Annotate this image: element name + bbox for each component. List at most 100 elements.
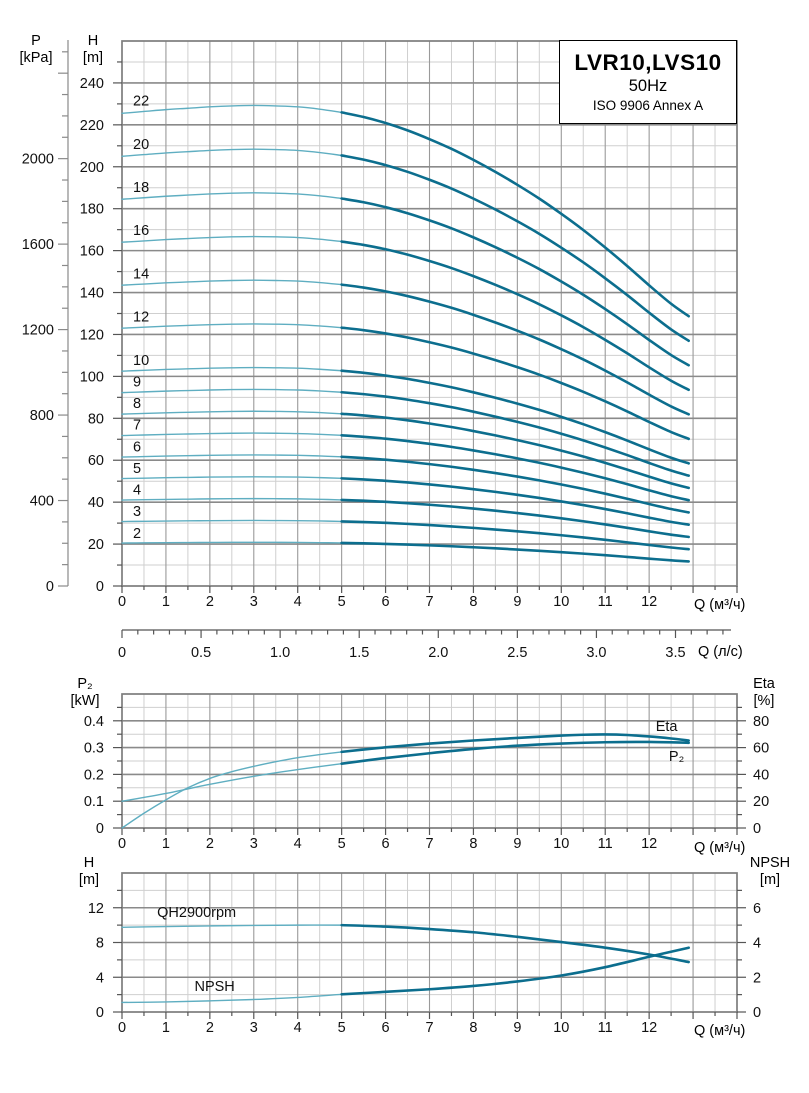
series-label: QH2900rpm [157, 905, 236, 921]
stage-curve-12: 12 [121, 310, 690, 441]
curve-bold-segment [340, 369, 690, 465]
p-axis-tick-label: 800 [30, 408, 54, 424]
x-tick-label: 5 [338, 594, 346, 610]
x-tick-label: 2 [206, 594, 214, 610]
x-tick-label: 7 [425, 1020, 433, 1036]
x-tick-label: 3 [250, 836, 258, 852]
p-axis-tick-label: 0 [46, 579, 54, 595]
h-axis-tick-label: 180 [80, 202, 104, 218]
power-x-axis-unit: Q (м³/ч) [694, 840, 746, 856]
x-tick-label: 12 [641, 594, 657, 610]
left-axis-tick-label: 0.2 [84, 767, 104, 783]
curve-bold-segment [340, 154, 690, 343]
x-tick-label: 3 [250, 1020, 258, 1036]
curve-bold-segment [340, 283, 690, 416]
x-tick-label: 1 [162, 1020, 170, 1036]
curve-thin-segment [121, 323, 343, 329]
pressure-axis-unit: [kPa] [19, 50, 53, 66]
right-axis-tick-label: 20 [753, 794, 769, 810]
p-axis-tick-label: 400 [30, 494, 54, 510]
x-tick-label: 2 [206, 1020, 214, 1036]
pump-model-title: LVR10,LVS10 [574, 50, 722, 75]
curve-thin-segment [121, 432, 343, 437]
curve-thin-segment [121, 541, 343, 544]
x-tick-label: 3 [250, 594, 258, 610]
npsh-axis-symbol: NPSH [749, 855, 791, 871]
stage-curve-label: 4 [133, 483, 141, 499]
series-p2: P₂ [121, 740, 690, 802]
x-tick-label: 5 [338, 836, 346, 852]
p-axis-tick-label: 1200 [22, 323, 54, 339]
right-axis-tick-label: 6 [753, 901, 761, 917]
right-axis-tick-label: 40 [753, 767, 769, 783]
x-tick-label: 9 [513, 836, 521, 852]
lps-tick-label: 0.5 [191, 645, 211, 661]
series-label: P₂ [669, 749, 684, 765]
curve-bold-segment [340, 520, 690, 551]
h-axis-tick-label: 220 [80, 118, 104, 134]
lps-tick-label: 1.0 [270, 645, 290, 661]
title-box: LVR10,LVS10 50Hz ISO 9906 Annex A [559, 40, 737, 124]
curve-thin-segment [121, 104, 343, 115]
x-tick-label: 6 [382, 594, 390, 610]
left-axis-tick-label: 0.3 [84, 741, 104, 757]
curve-thin-segment [121, 751, 343, 829]
main-x-axis-unit: Q (м³/ч) [694, 597, 746, 613]
stage-curve-2: 2 [121, 526, 690, 563]
main-qh-chart: 0 1 2 3 4 5 6 7 8 9 10 11 12020406080100120140160180… [22, 40, 738, 661]
x-tick-label: 5 [338, 1020, 346, 1036]
h-axis-tick-label: 20 [88, 537, 104, 553]
eta-axis-unit: [%] [753, 693, 775, 709]
stage-curve-label: 16 [133, 223, 149, 239]
left-axis-tick-label: 0 [96, 821, 104, 837]
x-tick-label: 4 [294, 594, 302, 610]
x-tick-label: 11 [598, 594, 613, 610]
h-axis-tick-label: 100 [80, 369, 104, 385]
curve-thin-segment [121, 519, 343, 523]
stage-curve-5: 5 [121, 461, 690, 526]
series-npsh: NPSH [121, 946, 690, 1004]
x-tick-label: 12 [641, 1020, 657, 1036]
stage-curve-label: 8 [133, 396, 141, 412]
h-axis-tick-label: 120 [80, 327, 104, 343]
stage-curve-label: 9 [133, 374, 141, 390]
series-label: NPSH [194, 979, 234, 995]
power-efficiency-chart: 0 1 2 3 4 5 6 7 8 9 10 11 1200.10.20.30.4020406080Et… [84, 693, 769, 852]
curve-bold-segment [340, 455, 690, 514]
curve-thin-segment [121, 410, 343, 415]
left-axis-tick-label: 0.4 [84, 714, 104, 730]
x-tick-label: 10 [553, 836, 569, 852]
x-tick-label: 8 [469, 1020, 477, 1036]
curve-thin-segment [121, 476, 343, 480]
curve-bold-segment [340, 240, 690, 392]
stage-curve-6: 6 [121, 439, 690, 514]
p-axis-tick-label: 2000 [22, 152, 54, 168]
h-axis-tick-label: 80 [88, 411, 104, 427]
x-tick-label: 1 [162, 836, 170, 852]
curve-bold-segment [340, 946, 690, 996]
x-tick-label: 7 [425, 836, 433, 852]
h-axis-tick-label: 60 [88, 453, 104, 469]
lps-tick-label: 0 [118, 645, 126, 661]
h-axis-tick-label: 160 [80, 244, 104, 260]
stage-curve-16: 16 [121, 223, 690, 392]
curve-thin-segment [121, 388, 343, 394]
curve-bold-segment [340, 326, 690, 441]
curve-bold-segment [340, 434, 690, 502]
curve-bold-segment [340, 541, 690, 563]
lps-tick-label: 2.5 [507, 645, 527, 661]
curve-thin-segment [121, 497, 343, 501]
curve-thin-segment [121, 993, 343, 1004]
stage-curve-label: 12 [133, 310, 149, 326]
curve-thin-segment [121, 192, 343, 200]
x-tick-label: 1 [162, 594, 170, 610]
qh-head-axis-title: H [m] [59, 855, 119, 889]
stage-curve-7: 7 [121, 418, 690, 502]
right-axis-tick-label: 60 [753, 741, 769, 757]
stage-curve-20: 20 [121, 137, 690, 343]
x-tick-label: 4 [294, 836, 302, 852]
x-tick-label: 9 [513, 1020, 521, 1036]
x-tick-label: 11 [598, 836, 613, 852]
